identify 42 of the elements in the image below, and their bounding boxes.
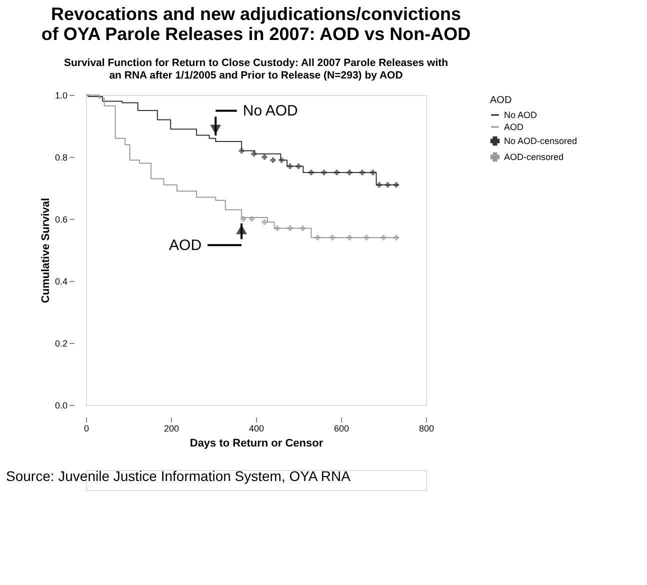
y-tick-label: 0.4 [54, 276, 68, 286]
point [287, 226, 293, 232]
point [287, 164, 293, 170]
x-tick-label: 600 [334, 424, 350, 434]
source-note: Source: Juvenile Justice Information System, OYA RNA [6, 468, 352, 484]
y-tick-label: 0.2 [54, 338, 68, 348]
point [274, 226, 280, 232]
x-tick-label: 200 [164, 424, 180, 434]
x-tick-label: 0 [84, 424, 90, 434]
point [385, 182, 390, 188]
text: Survival Function for Return to Close Custody: All 2007 Parole Releases with [64, 57, 448, 69]
annotation: No AOD [242, 102, 298, 120]
y-axis-title: Cumulative Survival [40, 198, 52, 304]
legend-label: No AOD [504, 110, 538, 120]
text: of OYA Parole Releases in 2007: AOD vs Non-AOD [41, 24, 471, 44]
text: Revocations and new adjudications/convictions [50, 4, 462, 24]
annotation: AOD [169, 237, 202, 254]
point [249, 216, 254, 222]
x-tick-label: 800 [418, 424, 434, 434]
y-tick-label: 1.0 [54, 90, 68, 100]
x-tick-label: 400 [248, 424, 264, 434]
x-axis-title: Days to Return or Censor [190, 438, 324, 450]
legend-label: AOD-censored [504, 152, 564, 162]
point [296, 164, 302, 170]
y-tick-label: 0.8 [54, 152, 68, 162]
point [238, 148, 244, 154]
legend-title: AOD [490, 95, 512, 106]
point [251, 151, 257, 157]
point [300, 226, 306, 232]
text: an RNA after 1/1/2005 and Prior to Release (N=293) by AOD [109, 70, 403, 82]
point [240, 216, 246, 222]
y-tick-label: 0.0 [54, 400, 68, 410]
point [376, 182, 382, 188]
point [394, 182, 399, 188]
point [394, 234, 399, 240]
point [334, 170, 340, 176]
legend-label: No AOD-censored [504, 136, 578, 146]
legend-label: AOD [504, 122, 524, 132]
y-tick-label: 0.6 [54, 214, 68, 224]
point [308, 170, 314, 176]
point [360, 170, 365, 176]
point [314, 234, 320, 240]
